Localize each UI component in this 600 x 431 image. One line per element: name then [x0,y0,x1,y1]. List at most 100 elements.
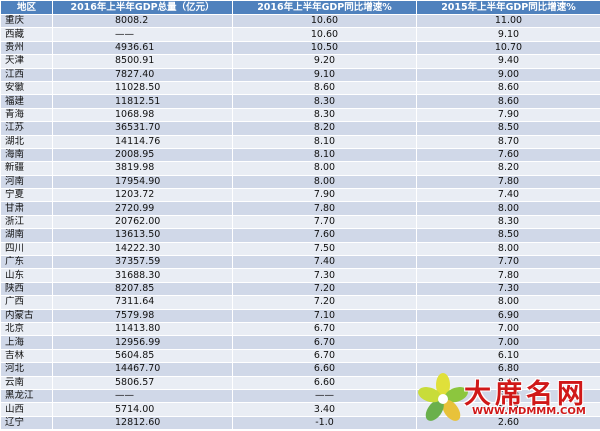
cell-gdp-2016: 11812.51 [52,94,233,109]
cell-gdp-2016: 5806.57 [52,375,233,390]
cell-gdp-2016: 17954.90 [52,174,233,190]
cell-gdp-2016: 13613.50 [52,228,233,243]
cell-gdp-2016: 14467.70 [52,362,233,377]
cell-growth-2015: 7.00 [416,335,600,350]
cell-gdp-2016: 5714.00 [52,402,233,417]
cell-growth-2016: 8.20 [232,121,417,136]
table-row: 陕西 8207.85 7.20 7.30 [0,281,600,297]
cell-growth-2015: 7.40 [416,188,600,203]
cell-growth-2015: 8.60 [416,94,600,109]
cell-growth-2016: 10.60 [232,13,417,29]
cell-gdp-2016: —— [52,27,233,42]
cell-growth-2016: -1.0 [232,415,417,431]
table-row: 宁夏 1203.72 7.90 7.40 [0,188,600,203]
table-row: 湖南 13613.50 7.60 8.50 [0,228,600,243]
cell-gdp-2016: 14114.76 [52,134,233,149]
cell-growth-2015: 8.00 [416,375,600,390]
table-row: 湖北 14114.76 8.10 8.70 [0,134,600,149]
cell-growth-2016: 8.10 [232,147,417,163]
cell-growth-2015: 7.70 [416,255,600,270]
cell-growth-2016: 8.30 [232,94,417,109]
cell-gdp-2016: —— [52,388,233,404]
cell-growth-2016: 8.00 [232,174,417,190]
cell-growth-2015: 8.50 [416,121,600,136]
cell-gdp-2016: 1203.72 [52,188,233,203]
cell-gdp-2016: 3819.98 [52,161,233,176]
cell-growth-2016: 7.20 [232,295,417,310]
cell-region: 西藏 [0,27,53,42]
cell-region: 山西 [0,402,53,417]
cell-growth-2016: 7.40 [232,255,417,270]
cell-growth-2016: 8.00 [232,161,417,176]
table-row: 辽宁 12812.60 -1.0 2.60 [0,415,600,431]
cell-growth-2015: 6.80 [416,362,600,377]
cell-gdp-2016: 12956.99 [52,335,233,350]
cell-growth-2015: 8.60 [416,80,600,96]
cell-growth-2016: 6.60 [232,375,417,390]
table-row: 新疆 3819.98 8.00 8.20 [0,161,600,176]
cell-gdp-2016: 4936.61 [52,40,233,56]
cell-growth-2015: 8.00 [416,295,600,310]
header-gdp-2016: 2016年上半年GDP总量（亿元） [52,0,233,15]
cell-region: 河北 [0,362,53,377]
table-row: 云南 5806.57 6.60 8.00 [0,375,600,390]
cell-growth-2015: 8.20 [416,161,600,176]
table-row: 山东 31688.30 7.30 7.80 [0,268,600,283]
cell-region: 海南 [0,147,53,163]
cell-region: 河南 [0,174,53,190]
cell-growth-2015: 7.80 [416,174,600,190]
cell-growth-2016: 7.70 [232,214,417,230]
cell-gdp-2016: 11413.80 [52,321,233,337]
table-row: 广西 7311.64 7.20 8.00 [0,295,600,310]
cell-growth-2015: 6.10 [416,348,600,364]
table-row: 吉林 5604.85 6.70 6.10 [0,348,600,364]
cell-growth-2015: 9.40 [416,54,600,69]
cell-growth-2015: 7.60 [416,147,600,163]
cell-growth-2016: 3.40 [232,402,417,417]
cell-growth-2016: 7.50 [232,241,417,257]
cell-growth-2016: 7.80 [232,201,417,216]
cell-gdp-2016: 1068.98 [52,107,233,123]
cell-gdp-2016: 31688.30 [52,268,233,283]
header-region: 地区 [0,0,53,15]
cell-region: 北京 [0,321,53,337]
cell-growth-2016: 8.10 [232,134,417,149]
cell-growth-2016: 10.50 [232,40,417,56]
cell-gdp-2016: 7579.98 [52,308,233,323]
cell-gdp-2016: 8207.85 [52,281,233,297]
header-growth-2016: 2016年上半年GDP同比增速% [232,0,417,15]
cell-region: 安徽 [0,80,53,96]
cell-growth-2015: 7.90 [416,107,600,123]
cell-region: 上海 [0,335,53,350]
cell-gdp-2016: 8008.2 [52,13,233,29]
cell-region: 云南 [0,375,53,390]
cell-region: 浙江 [0,214,53,230]
cell-region: 贵州 [0,40,53,56]
cell-region: 天津 [0,54,53,69]
cell-region: 湖南 [0,228,53,243]
cell-gdp-2016: 11028.50 [52,80,233,96]
table-row: 江西 7827.40 9.10 9.00 [0,67,600,82]
cell-growth-2015: 5.00 [416,388,600,404]
cell-gdp-2016: 12812.60 [52,415,233,431]
cell-growth-2016: 7.20 [232,281,417,297]
cell-growth-2016: 7.30 [232,268,417,283]
table-row: 内蒙古 7579.98 7.10 6.90 [0,308,600,323]
table-row: 海南 2008.95 8.10 7.60 [0,147,600,163]
header-growth-2015: 2015年上半年GDP同比增速% [416,0,600,15]
table-row: 广东 37357.59 7.40 7.70 [0,255,600,270]
table-row: 青海 1068.98 8.30 7.90 [0,107,600,123]
table-row: 贵州 4936.61 10.50 10.70 [0,40,600,56]
header-row: 地区 2016年上半年GDP总量（亿元） 2016年上半年GDP同比增速% 20… [0,0,600,15]
cell-gdp-2016: 5604.85 [52,348,233,364]
table-row: 山西 5714.00 3.40 2.60 [0,402,600,417]
cell-region: 甘肃 [0,201,53,216]
cell-growth-2016: 10.60 [232,27,417,42]
cell-region: 内蒙古 [0,308,53,323]
table-row: 西藏 —— 10.60 9.10 [0,27,600,42]
cell-region: 江苏 [0,121,53,136]
cell-region: 吉林 [0,348,53,364]
cell-growth-2016: 7.10 [232,308,417,323]
cell-growth-2016: 8.30 [232,107,417,123]
